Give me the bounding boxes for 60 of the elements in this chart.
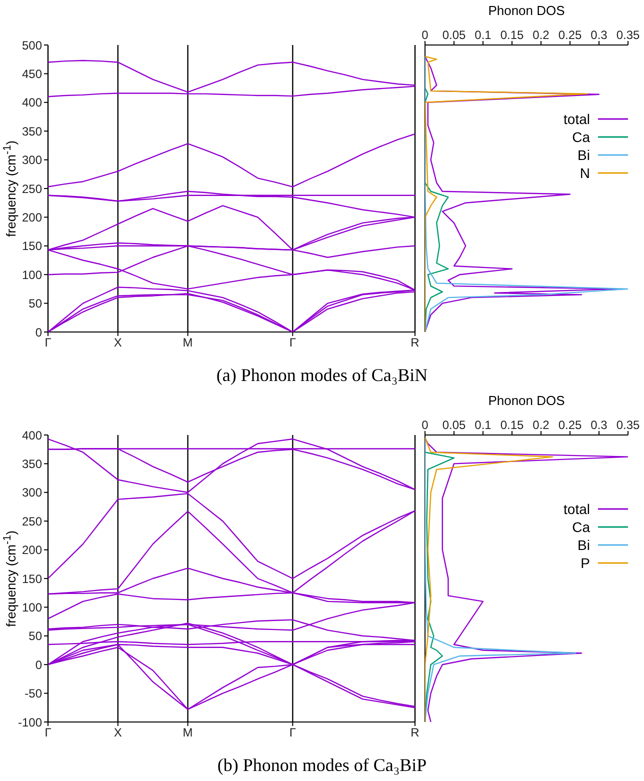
x-tick-label: 0.25: [558, 28, 582, 42]
y-tick-label: 0: [35, 658, 42, 672]
y-tick-label: 350: [22, 456, 42, 471]
y-tick-label: -100: [18, 715, 42, 730]
x-axis-title: Phonon DOS: [487, 393, 566, 408]
x-tick-label: Γ: [289, 336, 296, 350]
x-tick-label: 0.35: [616, 28, 640, 42]
y-tick-label: 400: [22, 428, 42, 442]
x-tick-label: 0.25: [558, 418, 582, 432]
legend-label: Ca: [572, 129, 590, 145]
x-tick-label: 0.2: [532, 28, 550, 42]
y-tick-label: 100: [22, 268, 42, 282]
x-tick-label: 0.1: [474, 28, 492, 42]
x-tick-label: 0.2: [532, 418, 550, 432]
x-axis-title: Phonon DOS: [487, 3, 566, 18]
y-tick-label: 400: [22, 96, 42, 110]
legend-label: total: [564, 111, 590, 127]
x-tick-label: Γ: [289, 726, 296, 740]
x-tick-label: 0.05: [442, 418, 466, 432]
x-tick-label: Γ: [44, 726, 52, 740]
x-tick-label: 0.15: [500, 28, 524, 42]
legend-label: total: [564, 501, 590, 517]
x-tick-label: M: [182, 726, 193, 740]
y-tick-label: 350: [22, 124, 42, 138]
text: (b) Phonon modes of Ca₃BiP: [216, 755, 428, 776]
y-tick-label: 250: [22, 182, 42, 196]
y-tick-label: 250: [22, 514, 42, 528]
legend-label: Bi: [578, 147, 590, 163]
x-tick-label: Γ: [44, 336, 52, 350]
x-tick-label: 0.3: [590, 418, 608, 432]
x-tick-label: X: [114, 336, 122, 350]
y-tick-label: 50: [28, 296, 42, 311]
x-tick-label: X: [114, 726, 122, 740]
x-tick-label: 0.1: [474, 418, 492, 432]
x-tick-label: 0: [422, 28, 429, 42]
y-tick-label: 300: [22, 486, 42, 500]
y-tick-label: 200: [22, 543, 42, 558]
y-tick-label: 50: [28, 629, 42, 644]
legend-label: N: [580, 165, 590, 181]
y-tick-label: 450: [22, 66, 42, 81]
x-tick-label: M: [182, 336, 193, 350]
x-tick-label: 0.3: [590, 28, 608, 42]
x-tick-label: R: [410, 336, 420, 350]
legend-label: Ca: [572, 519, 590, 535]
x-tick-label: 0.35: [616, 418, 640, 432]
text: (a) Phonon modes of Ca₃BiN: [215, 365, 429, 386]
y-tick-label: 100: [22, 600, 42, 614]
x-tick-label: 0: [422, 418, 429, 432]
x-tick-label: R: [410, 726, 420, 740]
x-tick-label: 0.05: [442, 28, 466, 42]
y-tick-label: 500: [22, 38, 42, 52]
y-tick-label: 0: [35, 325, 42, 340]
y-tick-label: 150: [22, 572, 42, 586]
y-tick-label: -50: [24, 686, 42, 701]
y-tick-label: 300: [22, 153, 42, 168]
y-tick-label: 150: [22, 239, 42, 254]
x-tick-label: 0.15: [500, 418, 524, 432]
y-tick-label: 200: [22, 210, 42, 224]
legend-label: P: [580, 555, 590, 571]
legend-label: Bi: [578, 537, 590, 553]
